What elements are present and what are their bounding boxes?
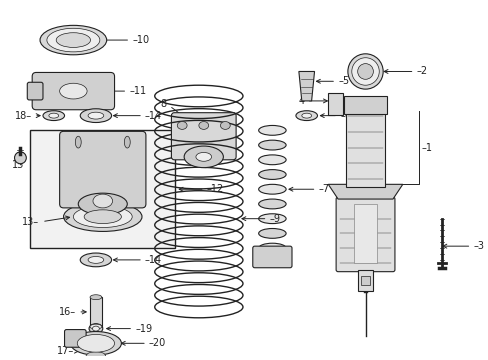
Bar (360, 276, 370, 285)
Ellipse shape (258, 170, 285, 179)
Ellipse shape (80, 109, 111, 122)
Text: 15: 15 (12, 159, 24, 170)
Ellipse shape (220, 122, 230, 129)
FancyBboxPatch shape (64, 329, 86, 347)
Bar (345, 111, 385, 187)
Ellipse shape (84, 210, 121, 224)
Text: –10: –10 (132, 35, 149, 45)
Text: –14: –14 (144, 255, 162, 265)
Text: –20: –20 (148, 338, 166, 348)
Ellipse shape (60, 83, 87, 99)
Ellipse shape (258, 214, 285, 224)
Ellipse shape (70, 332, 121, 355)
Text: 13–: 13– (22, 217, 39, 227)
Ellipse shape (79, 340, 112, 352)
Ellipse shape (88, 256, 103, 263)
Text: –5: –5 (337, 76, 348, 86)
Ellipse shape (258, 125, 285, 135)
Ellipse shape (56, 33, 90, 48)
Text: –2: –2 (416, 67, 427, 76)
Ellipse shape (75, 136, 81, 148)
FancyBboxPatch shape (60, 131, 145, 208)
Text: –9: –9 (269, 214, 280, 224)
Ellipse shape (89, 324, 102, 333)
Text: –19: –19 (135, 324, 152, 334)
Ellipse shape (40, 25, 106, 55)
Text: –12: –12 (206, 184, 224, 194)
Ellipse shape (351, 58, 379, 85)
Ellipse shape (301, 113, 311, 118)
Bar (30, 130, 175, 248)
Ellipse shape (258, 243, 285, 253)
Ellipse shape (347, 54, 383, 89)
Bar (343, 96, 386, 114)
Ellipse shape (258, 155, 285, 165)
Text: –6: –6 (339, 111, 350, 121)
Ellipse shape (86, 352, 105, 360)
Ellipse shape (47, 28, 100, 52)
Ellipse shape (43, 111, 64, 121)
Bar (353, 204, 377, 263)
Ellipse shape (90, 295, 102, 300)
Text: 8: 8 (160, 99, 166, 109)
Ellipse shape (93, 194, 112, 208)
Ellipse shape (196, 152, 211, 161)
Ellipse shape (184, 146, 223, 168)
Ellipse shape (92, 326, 99, 331)
Ellipse shape (80, 253, 111, 267)
FancyBboxPatch shape (32, 72, 114, 110)
Text: 18–: 18– (15, 111, 32, 121)
Ellipse shape (199, 122, 208, 129)
Text: –11: –11 (129, 86, 146, 96)
Text: –14: –14 (144, 111, 162, 121)
Ellipse shape (258, 199, 285, 209)
FancyBboxPatch shape (252, 246, 291, 268)
Ellipse shape (258, 229, 285, 238)
Ellipse shape (15, 152, 26, 164)
Ellipse shape (258, 140, 285, 150)
Bar (90, 297, 102, 327)
Ellipse shape (258, 184, 285, 194)
Bar (327, 93, 342, 114)
Text: 16–: 16– (59, 307, 76, 317)
Ellipse shape (49, 113, 59, 118)
FancyBboxPatch shape (171, 113, 236, 160)
Ellipse shape (73, 206, 132, 228)
Ellipse shape (124, 136, 130, 148)
Text: 17–: 17– (57, 346, 74, 356)
Bar (357, 270, 373, 291)
Ellipse shape (63, 202, 142, 231)
Text: –3: –3 (472, 241, 484, 251)
Text: 4: 4 (298, 96, 304, 106)
Polygon shape (327, 184, 402, 199)
FancyBboxPatch shape (335, 197, 394, 272)
Ellipse shape (177, 122, 187, 129)
Ellipse shape (90, 324, 102, 329)
Text: –1: –1 (421, 143, 431, 153)
Ellipse shape (77, 334, 114, 352)
Text: –7: –7 (318, 184, 329, 194)
Ellipse shape (88, 112, 103, 119)
Polygon shape (298, 72, 314, 101)
Ellipse shape (295, 111, 317, 121)
FancyBboxPatch shape (27, 82, 43, 100)
Ellipse shape (357, 64, 373, 79)
Ellipse shape (78, 193, 127, 215)
